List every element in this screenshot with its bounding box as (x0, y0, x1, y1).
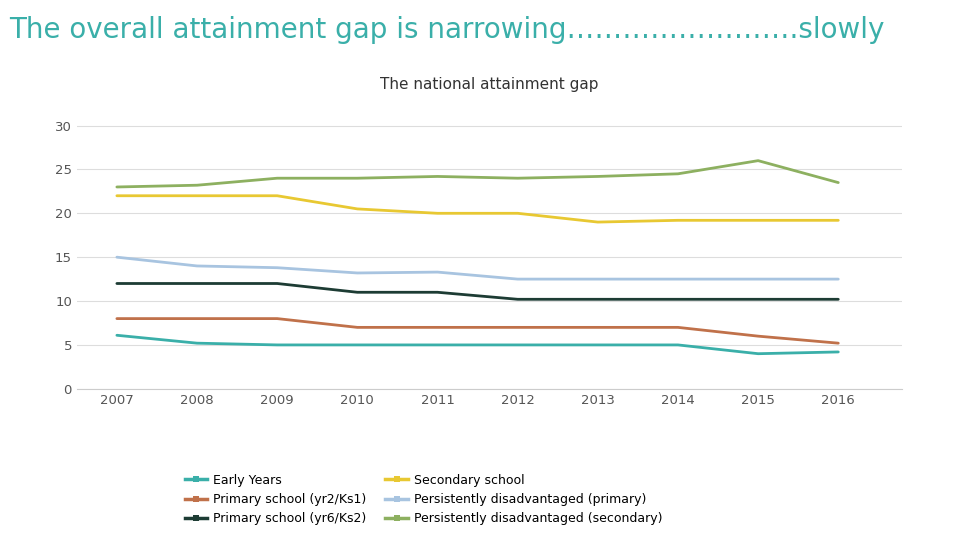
Circle shape (854, 479, 902, 522)
Text: The national attainment gap: The national attainment gap (380, 77, 599, 92)
Text: EDUCATION
POLICY
INSTITUTE: EDUCATION POLICY INSTITUTE (849, 426, 908, 456)
Text: 3: 3 (922, 521, 931, 536)
Legend: Early Years, Primary school (yr2/Ks1), Primary school (yr6/Ks2), Secondary schoo: Early Years, Primary school (yr2/Ks1), P… (184, 474, 662, 525)
Text: The overall attainment gap is narrowing…………………….slowly: The overall attainment gap is narrowing…… (10, 16, 885, 44)
